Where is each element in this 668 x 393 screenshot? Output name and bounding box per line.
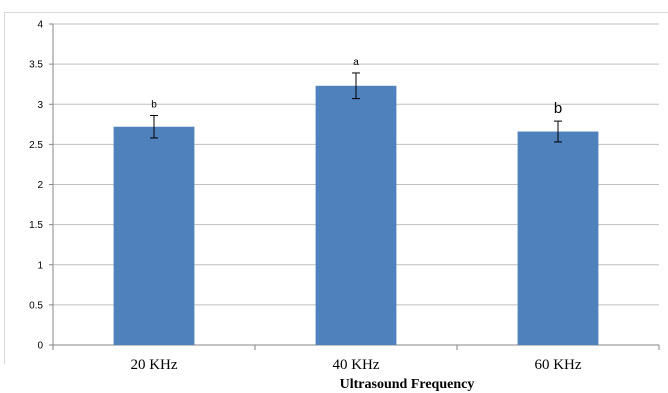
x-axis-title: Ultrasound Frequency: [340, 377, 475, 392]
bars: [113, 85, 599, 345]
labels: 0 0.5 1 1.5 2 2.5 3 3.5 4 b 20 KHz a 40 KHz b 60 KHz: [29, 20, 582, 374]
bar: [315, 85, 397, 345]
bar: [113, 126, 195, 345]
chart-frame: [4, 12, 668, 364]
significance-letter: b: [554, 100, 562, 117]
bar: [517, 131, 599, 345]
y-tick-label: 1.5: [29, 220, 43, 231]
x-tick-label: 20 KHz: [130, 357, 177, 373]
x-tick-label: 40 KHz: [332, 357, 379, 373]
y-tick-label: 2: [37, 180, 43, 191]
significance-letter: a: [353, 57, 359, 68]
y-tick-label: 0.5: [29, 300, 43, 311]
x-tick-label: 60 KHz: [534, 357, 581, 373]
y-tick-label: 3: [37, 100, 43, 111]
y-tick-label: 3.5: [29, 60, 43, 71]
y-tick-label: 4: [37, 20, 43, 31]
y-tick-label: 0: [37, 341, 43, 352]
error-bars: [150, 72, 562, 143]
y-tick-label: 2.5: [29, 140, 43, 151]
significance-letter: b: [151, 99, 157, 110]
y-tick-label: 1: [37, 260, 43, 271]
